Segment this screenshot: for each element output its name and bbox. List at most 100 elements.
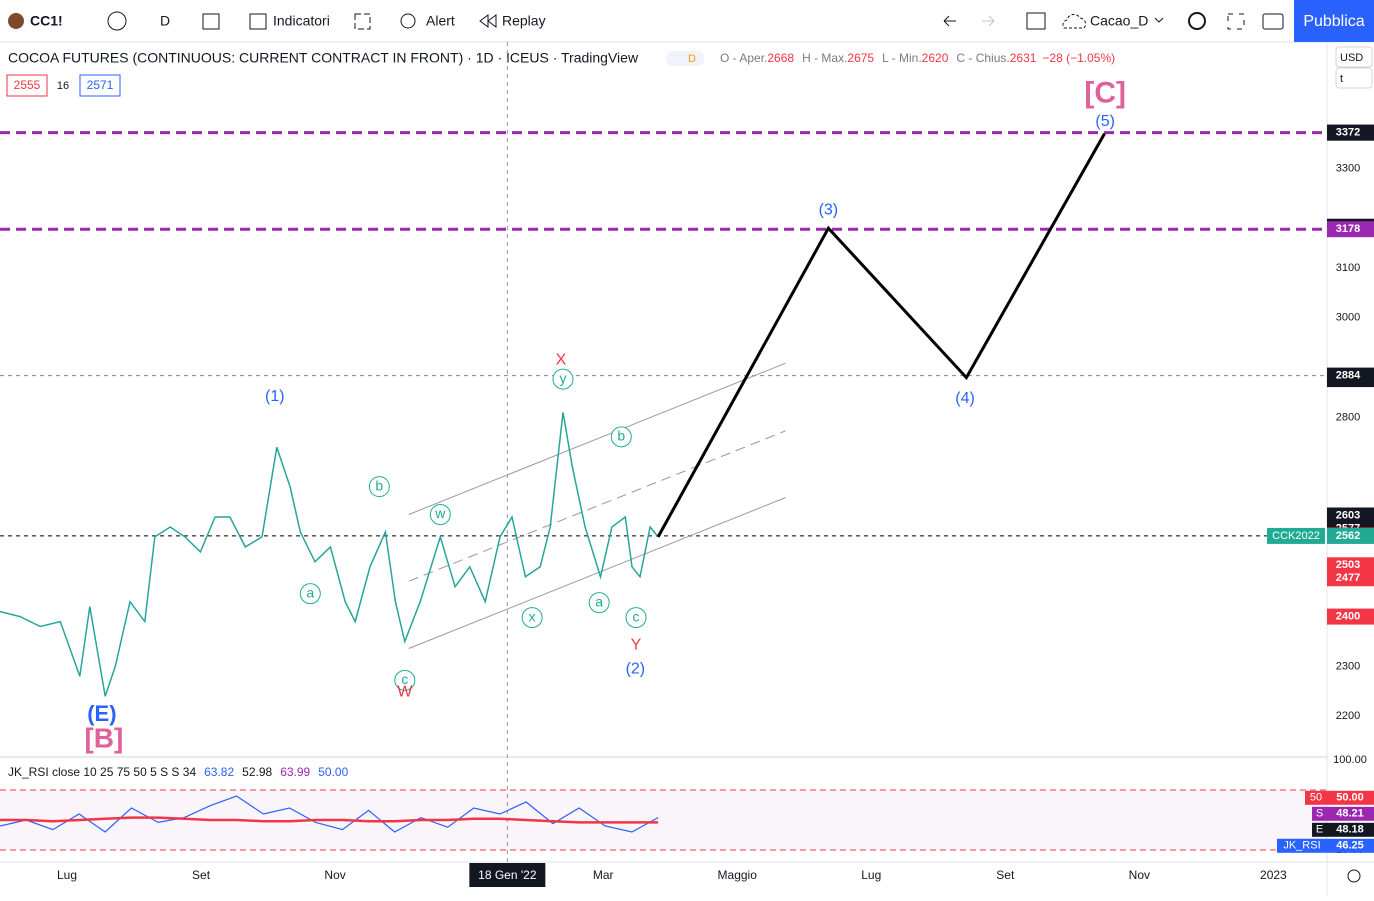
wave-label: c [633, 608, 640, 624]
wave-label: Y [631, 637, 642, 654]
settings[interactable] [1188, 12, 1206, 30]
input-value[interactable]: 2555 [14, 78, 41, 92]
price-badge [1327, 557, 1374, 574]
input-value[interactable]: 2571 [87, 78, 114, 92]
tag-bg [1312, 806, 1327, 821]
channel-line [408, 362, 786, 515]
alert-icon[interactable] [400, 13, 416, 29]
price-badge [1327, 221, 1374, 238]
currency-box[interactable] [1335, 46, 1373, 68]
rsi-legend-value: 50.00 [318, 765, 348, 779]
wave-label: b [617, 428, 625, 444]
price-badge-label: 2603 [1336, 509, 1360, 521]
price-badge-label: 2400 [1336, 610, 1360, 622]
x-tick-label: Set [192, 868, 211, 882]
rsi-legend: JK_RSI close 10 25 75 50 5 S S 34 63.82 52… [8, 765, 349, 779]
toolbar: CC1! D Indicatori Alert Replay Cacao_D P… [0, 0, 1374, 43]
rsi-legend-value: 52.98 [242, 765, 272, 779]
snapshot[interactable] [1262, 13, 1284, 30]
wave-label: w [434, 505, 446, 521]
publish[interactable]: Pubblica [1303, 13, 1364, 30]
wave-label: [C] [1084, 77, 1126, 110]
wave-circle [394, 669, 416, 691]
tag-bg [1305, 790, 1327, 805]
value-badge [1327, 838, 1374, 853]
price-badge [1327, 124, 1374, 141]
interval[interactable]: D [160, 13, 170, 29]
tag: JK_RSI [1283, 840, 1320, 852]
y-tick-label: 100.00 [1333, 754, 1367, 766]
rsi-title: JK_RSI close 10 25 75 50 5 S S 34 [8, 765, 196, 779]
layout-caret[interactable] [1154, 17, 1164, 23]
y-tick-label: 2200 [1336, 710, 1360, 722]
y-tick-label: 3300 [1336, 162, 1360, 174]
symbol[interactable]: CC1! [30, 13, 63, 29]
chart-type[interactable] [202, 13, 220, 30]
x-tick-label: Lug [861, 868, 881, 882]
wave-circle [625, 607, 647, 629]
input-box[interactable] [6, 74, 48, 97]
add-symbol[interactable] [107, 11, 127, 31]
y-tick-label: 3000 [1336, 312, 1360, 324]
wave-circle [521, 607, 543, 629]
channel-line [408, 497, 786, 649]
input-box[interactable] [79, 74, 121, 97]
wave-projection [656, 132, 1106, 538]
indicators[interactable]: Indicatori [273, 13, 330, 29]
price-badge-label: 2477 [1336, 572, 1360, 584]
scale-box[interactable] [1335, 67, 1373, 89]
value-badge [1327, 822, 1374, 837]
x-tick-label: Nov [1129, 868, 1150, 882]
axis-settings[interactable] [1347, 869, 1361, 883]
wave-label: y [559, 370, 566, 386]
x-tick-label: Mar [593, 868, 614, 882]
value-badge [1327, 790, 1374, 805]
price-badge [1327, 608, 1374, 625]
wave-label: a [306, 584, 314, 600]
currency[interactable]: USD [1340, 52, 1363, 64]
undo[interactable] [943, 15, 956, 27]
wave-circle [429, 504, 451, 526]
publish-button[interactable] [1294, 0, 1374, 42]
wave-label: X [556, 351, 567, 368]
wave-label: W [397, 683, 413, 700]
wave-label: [B] [84, 722, 123, 753]
layout-name[interactable]: Cacao_D [1090, 13, 1148, 29]
wave-label: (3) [819, 202, 839, 219]
price-badge-label: 2884 [1336, 370, 1361, 382]
redo[interactable] [982, 15, 995, 27]
value-badge-label: 48.21 [1336, 808, 1364, 820]
badge: D [688, 53, 696, 65]
badge-bg [666, 51, 704, 66]
layout-icon[interactable] [1026, 12, 1046, 30]
fullscreen[interactable] [1227, 13, 1245, 30]
wave-label: a [595, 593, 603, 609]
replay[interactable]: Replay [502, 13, 546, 29]
tag: 50 [1310, 792, 1322, 804]
alert[interactable]: Alert [426, 13, 455, 29]
x-tick-label: 2023 [1260, 868, 1287, 882]
ohlc-label: L - Min. [882, 51, 922, 65]
indicators-icon[interactable] [249, 13, 267, 30]
wave-circle [368, 476, 390, 498]
price-badge-label: 3372 [1336, 127, 1360, 139]
price-badge-label: 3178 [1336, 223, 1360, 235]
price-badge [1327, 367, 1374, 384]
scale-unit[interactable]: t [1340, 73, 1343, 85]
rsi-legend-value: 63.82 [204, 765, 234, 779]
ohlc-value: 2620 [922, 51, 949, 65]
ohlc-label: O - Aper. [720, 51, 767, 65]
x-tick-label: Set [996, 868, 1015, 882]
symbol-icon[interactable] [8, 13, 24, 29]
tag-bg [1312, 822, 1327, 837]
rsi-legend-value: 63.99 [280, 765, 310, 779]
ohlc-value: 2668 [767, 51, 794, 65]
wave-label: (1) [265, 388, 285, 405]
templates[interactable] [354, 13, 371, 30]
replay-icon[interactable] [479, 14, 497, 28]
crosshair-label-bg [469, 863, 546, 887]
tag: S [1316, 808, 1323, 820]
wave-label: c [401, 671, 408, 687]
